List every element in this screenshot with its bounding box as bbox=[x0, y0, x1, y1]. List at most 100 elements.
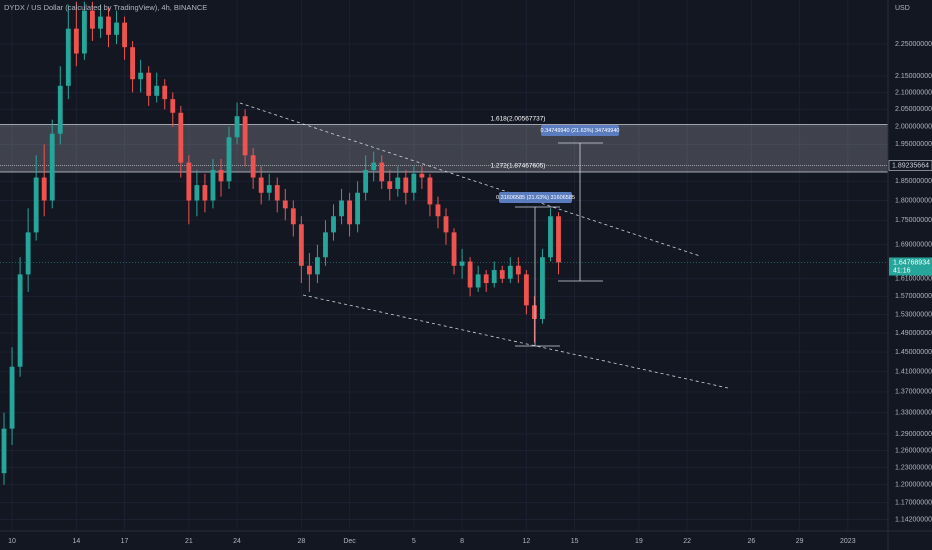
candle-body bbox=[122, 22, 127, 48]
y-tick-label: 1.49000000 bbox=[895, 330, 932, 337]
candle-body bbox=[73, 28, 79, 54]
y-tick-label: 1.57000000 bbox=[895, 293, 932, 300]
candle-body bbox=[194, 185, 200, 201]
candle-body bbox=[138, 72, 144, 80]
candle-body bbox=[347, 200, 352, 225]
measure-2: 0.34749940 (21.63%) 34749940 bbox=[541, 125, 620, 282]
candle-body bbox=[491, 270, 497, 284]
last-price-box bbox=[889, 257, 932, 276]
candle-body bbox=[548, 216, 553, 258]
candle-body bbox=[331, 216, 336, 233]
candle-body bbox=[467, 261, 473, 288]
candle-body bbox=[435, 204, 441, 217]
x-tick-label: 28 bbox=[297, 538, 305, 545]
y-tick-label: 2.15000000 bbox=[895, 73, 932, 80]
candle-body bbox=[146, 72, 152, 96]
x-tick-label: 12 bbox=[522, 538, 530, 545]
x-tick-label: 26 bbox=[747, 538, 755, 545]
fib-zone bbox=[0, 124, 888, 173]
candle-body bbox=[379, 162, 385, 182]
candle-body bbox=[130, 47, 136, 80]
measure-label: 0.31606585 (21.63%) 31606585 bbox=[496, 195, 575, 201]
candle-body bbox=[1, 428, 7, 474]
y-tick-label: 1.85000000 bbox=[895, 178, 932, 185]
candle-body bbox=[483, 274, 489, 284]
candle-body bbox=[427, 177, 433, 205]
candles bbox=[0, 1, 888, 485]
price-line-box bbox=[888, 160, 932, 171]
candle-body bbox=[33, 177, 39, 233]
price-line-label: 1.89235664 bbox=[892, 162, 929, 169]
x-tick-label: 22 bbox=[683, 538, 691, 545]
measure-label-box bbox=[541, 125, 619, 136]
candle-body bbox=[9, 366, 15, 429]
candle-body bbox=[57, 85, 63, 134]
last-price-label: 1.64768934 bbox=[893, 259, 930, 266]
y-tick-label: 2.25000000 bbox=[895, 41, 932, 48]
candle-body bbox=[515, 265, 521, 275]
candle-body bbox=[106, 16, 111, 35]
candle-body bbox=[162, 85, 168, 100]
y-tick-label: 2.05000000 bbox=[895, 106, 932, 113]
fib-label: 1.618(2.00567737) bbox=[491, 115, 546, 122]
x-tick-label: 2023 bbox=[840, 538, 856, 545]
x-tick-label: 14 bbox=[72, 538, 80, 545]
y-tick-label: 1.20000000 bbox=[895, 482, 932, 489]
candle-body bbox=[411, 173, 417, 193]
candle-body bbox=[355, 192, 361, 225]
candle-body bbox=[25, 232, 31, 275]
y-tick-label: 1.33000000 bbox=[895, 409, 932, 416]
axes: 2.25000000 2.15000000 2.10000000 2.05000000… bbox=[8, 41, 932, 545]
x-tick-label: 5 bbox=[412, 538, 416, 545]
y-tick-label: 2.10000000 bbox=[895, 89, 932, 96]
candle-body bbox=[395, 177, 401, 189]
candle-body bbox=[363, 170, 369, 193]
candle-body bbox=[250, 155, 256, 178]
x-tick-label: 10 bbox=[8, 538, 16, 545]
candle-body bbox=[98, 16, 103, 29]
y-axis-label: USD bbox=[895, 5, 910, 12]
candle-body bbox=[226, 137, 232, 182]
candle-body bbox=[451, 232, 457, 266]
candle-body bbox=[323, 232, 328, 258]
y-tick-label: 1.26000000 bbox=[895, 447, 932, 454]
x-tick-label: 8 bbox=[460, 538, 464, 545]
candle-body bbox=[258, 177, 264, 193]
candle-body bbox=[290, 208, 296, 225]
trend-line-upper bbox=[239, 102, 701, 257]
candle-body bbox=[65, 28, 71, 86]
candle-body bbox=[419, 173, 425, 178]
y-tick-label: 1.37000000 bbox=[895, 389, 932, 396]
candle-body bbox=[531, 305, 537, 320]
y-tick-label: 1.61000000 bbox=[895, 276, 932, 283]
candle-body bbox=[371, 162, 377, 171]
measure-label-box bbox=[499, 192, 572, 203]
y-tick-label: 1.45000000 bbox=[895, 349, 932, 356]
y-tick-label: 1.23000000 bbox=[895, 464, 932, 471]
candle-body bbox=[306, 265, 312, 275]
candle-body bbox=[41, 177, 47, 201]
measure-label: 0.34749940 (21.63%) 34749940 bbox=[541, 128, 620, 134]
candle-body bbox=[403, 177, 409, 193]
x-tick-label: 17 bbox=[121, 538, 129, 545]
candle-body bbox=[556, 216, 561, 263]
y-tick-label: 1.29000000 bbox=[895, 431, 932, 438]
candle-body bbox=[202, 185, 208, 201]
candle-body bbox=[315, 257, 320, 275]
candle-body bbox=[459, 261, 465, 266]
trend-line-lower bbox=[302, 294, 729, 389]
candle-body bbox=[178, 112, 184, 163]
candle-body bbox=[266, 185, 272, 193]
y-tick-label: 1.80000000 bbox=[895, 197, 932, 204]
measure-1: 0.31606585 (21.63%) 31606585 bbox=[496, 192, 575, 347]
candle-body bbox=[170, 99, 176, 113]
candle-body bbox=[242, 116, 248, 156]
countdown-label: 41:16 bbox=[893, 267, 911, 274]
candle-body bbox=[234, 116, 240, 138]
y-tick-label: 1.53000000 bbox=[895, 311, 932, 318]
candle-body bbox=[81, 10, 87, 54]
y-tick-label: 1.17000000 bbox=[895, 499, 932, 506]
chart-title: DYDX / US Dollar (calculated by TradingV… bbox=[4, 3, 207, 12]
candle-body bbox=[387, 181, 393, 189]
